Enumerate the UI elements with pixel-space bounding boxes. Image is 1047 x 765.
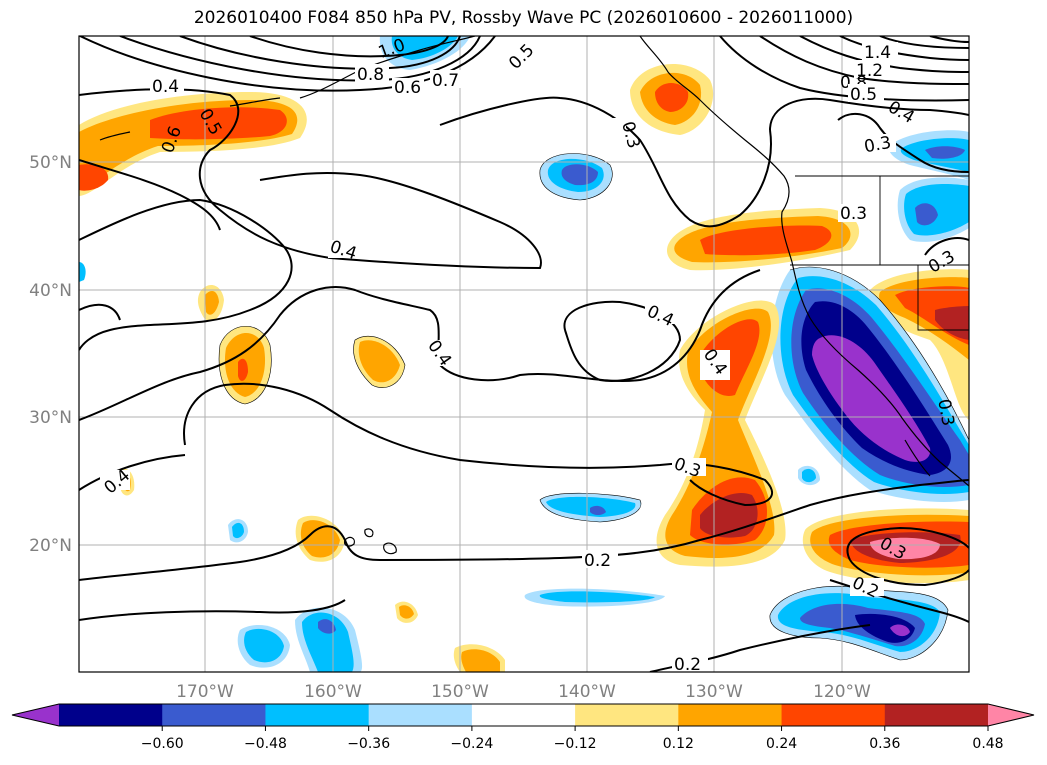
lon-label: 120°W xyxy=(813,682,871,702)
lat-label: 20°N xyxy=(29,536,72,556)
colorbar-bin xyxy=(678,704,783,726)
colorbar-outline xyxy=(11,703,1035,727)
colorbar-bin xyxy=(575,704,679,726)
contour-label-1.2: 1.2 xyxy=(856,61,883,81)
lon-label: 130°W xyxy=(685,682,743,702)
colorbar-bin xyxy=(59,704,163,726)
contour-label: 0.2 xyxy=(584,551,611,571)
graticule xyxy=(79,36,969,672)
lon-label: 170°W xyxy=(176,682,234,702)
colorbar-tick-label: 0.24 xyxy=(766,736,797,752)
colorbar-tick-label: −0.36 xyxy=(347,736,390,752)
lon-label: 150°W xyxy=(431,682,489,702)
colorbar: −0.60 −0.48 −0.36 −0.24 −0.12 0.12 0.24 0.36 0.4… xyxy=(11,703,1035,752)
contour-label-0.8b: 0.8 xyxy=(357,65,384,85)
lon-labels: 170°W 160°W 150°W 140°W 130°W 120°W xyxy=(176,682,871,702)
contour-label-1.4: 1.4 xyxy=(864,43,891,63)
contour-label-0.7: 0.7 xyxy=(432,71,459,91)
contour-label: 0.2 xyxy=(674,655,701,675)
contour-label: 0.3 xyxy=(933,398,957,428)
colorbar-tick-label: 0.48 xyxy=(972,736,1003,752)
lon-label: 140°W xyxy=(558,682,616,702)
pv-contours xyxy=(79,36,969,672)
lat-labels: 50°N 40°N 30°N 20°N xyxy=(29,153,72,556)
colorbar-bin xyxy=(471,704,576,726)
contour-label: 0.4 xyxy=(152,77,179,97)
colorbar-bin xyxy=(781,704,886,726)
lat-label: 40°N xyxy=(29,281,72,301)
colorbar-bin xyxy=(265,704,370,726)
lat-label: 30°N xyxy=(29,408,72,428)
colorbar-bin xyxy=(884,704,989,726)
colorbar-bin xyxy=(162,704,266,726)
map-title: 2026010400 F084 850 hPa PV, Rossby Wave … xyxy=(193,8,854,28)
contour-label: 0.3 xyxy=(840,204,867,224)
colorbar-tick-label: 0.12 xyxy=(663,736,694,752)
contour-label-0.5: 0.5 xyxy=(850,85,877,105)
colorbar-extend-low xyxy=(12,704,59,726)
contour-label: 0.6 xyxy=(394,78,421,98)
colorbar-tick-label: −0.60 xyxy=(141,736,184,752)
colorbar-tick-label: −0.24 xyxy=(450,736,493,752)
map-border xyxy=(78,35,970,673)
colorbar-tick-label: −0.48 xyxy=(244,736,287,752)
contour-label: 0.3 xyxy=(863,133,893,157)
colorbar-bin xyxy=(368,704,473,726)
colorbar-tick-label: 0.36 xyxy=(869,736,900,752)
coastlines xyxy=(99,36,969,555)
lat-label: 50°N xyxy=(29,153,72,173)
colorbar-extend-high xyxy=(988,704,1034,726)
colorbar-tick-label: −0.12 xyxy=(554,736,597,752)
lon-label: 160°W xyxy=(304,682,362,702)
